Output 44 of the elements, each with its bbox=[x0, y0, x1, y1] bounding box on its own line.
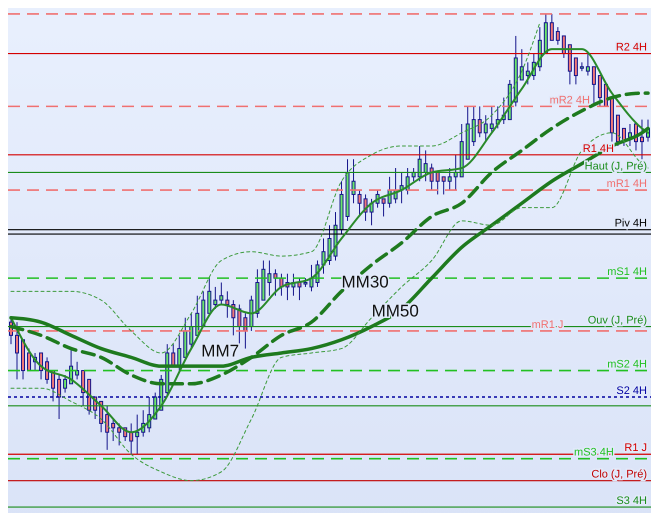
candlestick bbox=[225, 290, 230, 318]
candlestick bbox=[267, 260, 272, 296]
candlestick bbox=[472, 106, 476, 147]
candlestick bbox=[207, 278, 212, 314]
candlestick bbox=[574, 57, 578, 85]
ref-line-label: mS1 4H bbox=[607, 266, 648, 278]
ref-line-label: Clo (J, Pré) bbox=[591, 468, 647, 481]
candlestick bbox=[418, 146, 422, 182]
candlestick bbox=[189, 312, 194, 350]
ref-line-label: mR2 4H bbox=[550, 94, 590, 106]
candlestick bbox=[273, 268, 278, 296]
candlestick bbox=[484, 114, 488, 142]
candlestick bbox=[57, 374, 62, 420]
candlestick bbox=[352, 158, 356, 204]
candlestick bbox=[75, 361, 80, 380]
ref-line-label: Haut (J, Pré) bbox=[584, 160, 647, 172]
candlestick bbox=[219, 282, 224, 306]
ref-line-label: mR1 4H bbox=[606, 178, 648, 190]
candlestick bbox=[520, 48, 524, 80]
candlestick bbox=[321, 238, 326, 274]
candlestick bbox=[640, 119, 644, 160]
ref-line-label: R2 4H bbox=[616, 42, 648, 54]
ref-line-label: S2 4H bbox=[616, 385, 648, 397]
ref-line-label: R1 J bbox=[624, 442, 647, 454]
candlestick bbox=[63, 374, 68, 394]
candlestick bbox=[586, 53, 590, 76]
candlestick bbox=[424, 150, 428, 182]
ref-line-label: S3 4H bbox=[616, 495, 648, 508]
candlestick bbox=[448, 168, 452, 191]
ref-line-label: mS2 4H bbox=[607, 358, 648, 371]
series-label: MM7 bbox=[201, 342, 240, 361]
candlestick bbox=[177, 334, 182, 372]
candlestick bbox=[526, 62, 530, 85]
candlestick bbox=[213, 286, 218, 310]
candlestick bbox=[111, 418, 116, 442]
candlestick bbox=[556, 26, 560, 46]
ref-line-label: Ouv (J, Pré) bbox=[588, 314, 647, 327]
ref-line-label: Piv 4H bbox=[614, 218, 648, 230]
candlestick bbox=[135, 414, 140, 455]
candlestick bbox=[382, 198, 386, 217]
candlestick bbox=[490, 106, 494, 134]
candlestick bbox=[105, 405, 110, 450]
candlestick bbox=[117, 422, 122, 446]
candlestick bbox=[478, 106, 482, 138]
